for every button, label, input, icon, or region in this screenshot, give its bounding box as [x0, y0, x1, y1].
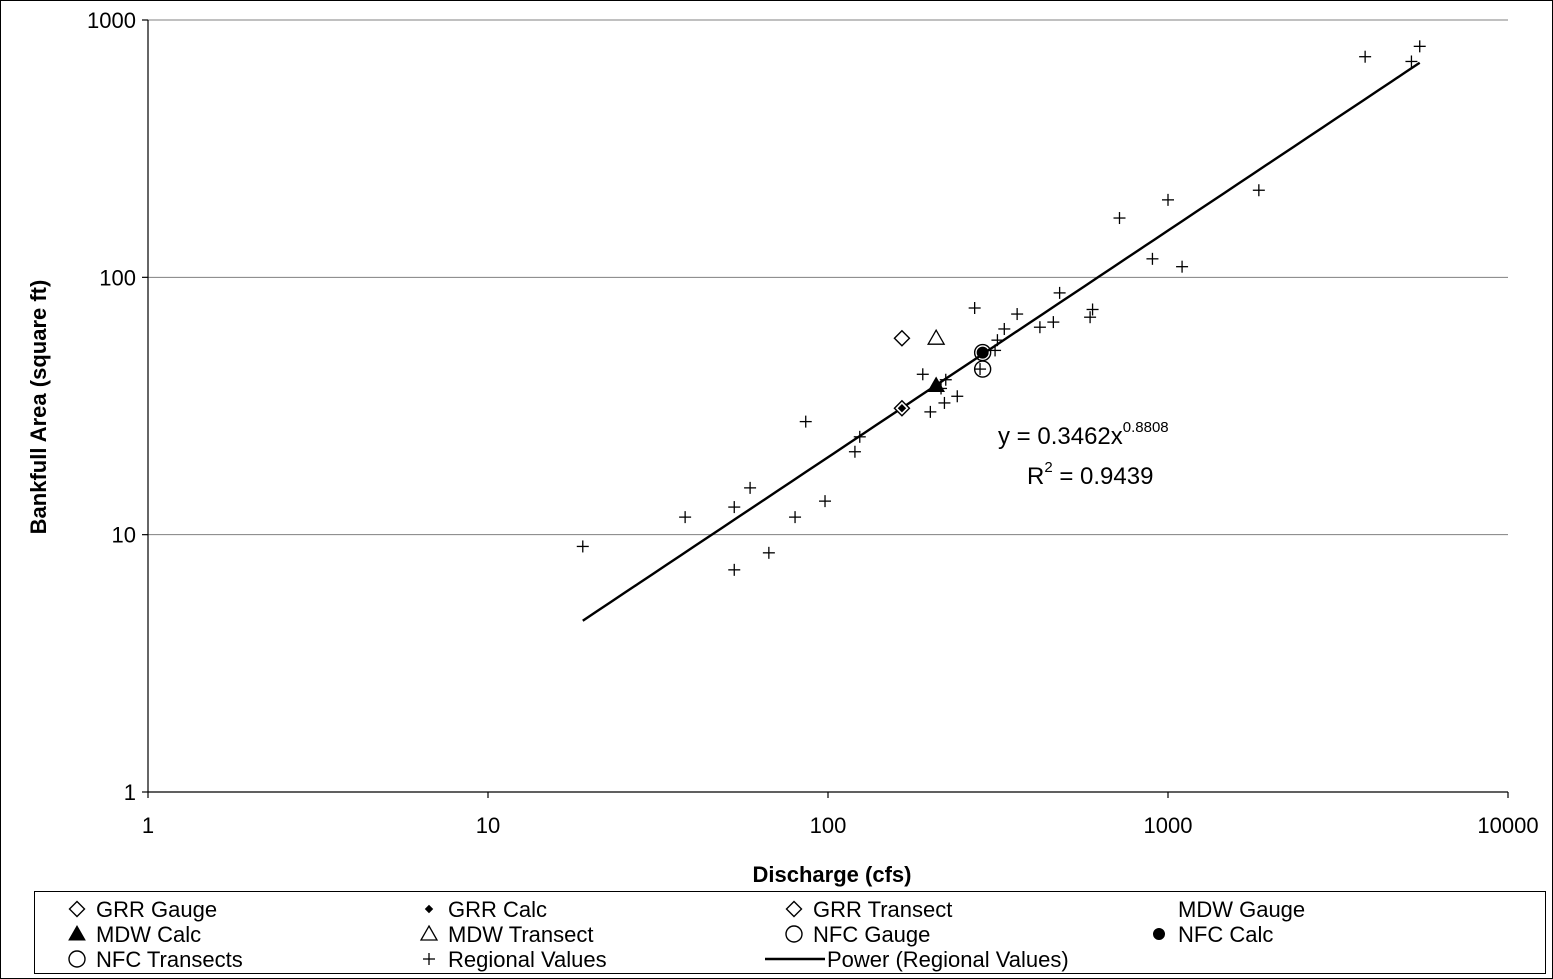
legend-label-grr-gauge: GRR Gauge — [96, 897, 217, 922]
x-tick-label: 1000 — [1144, 813, 1193, 838]
point-regional-values — [1413, 40, 1426, 53]
legend-label-power-regional-values-: Power (Regional Values) — [827, 947, 1069, 972]
point-regional-values — [1086, 303, 1099, 316]
point-regional-values — [951, 390, 964, 403]
legend-marker-nfc-gauge — [785, 925, 803, 943]
legend-label-mdw-gauge: MDW Gauge — [1178, 897, 1305, 922]
y-tick-label: 100 — [99, 265, 136, 290]
point-regional-values — [1053, 286, 1066, 299]
point-regional-values — [1162, 193, 1174, 206]
trendline — [582, 61, 1421, 622]
legend-marker-regional-values — [423, 953, 435, 965]
legend-label-regional-values: Regional Values — [448, 947, 607, 972]
point-regional-values — [1252, 184, 1265, 197]
legend-label-mdw-calc: MDW Calc — [96, 922, 201, 947]
point-regional-values — [991, 334, 1004, 347]
point-regional-values — [728, 563, 741, 576]
point-grr-calc — [897, 404, 907, 413]
legend-marker-nfc-transects — [68, 950, 86, 968]
x-tick-label: 1 — [142, 813, 154, 838]
point-nfc-gauge — [973, 343, 992, 362]
point-regional-values — [789, 511, 802, 524]
point-grr-gauge — [893, 329, 911, 347]
point-regional-values — [1084, 311, 1097, 324]
x-tick-label: 100 — [810, 813, 847, 838]
legend-marker-grr-gauge — [68, 900, 86, 918]
point-regional-values — [974, 363, 987, 376]
legend-marker-grr-calc — [424, 904, 434, 914]
y-tick-label: 1 — [124, 780, 136, 805]
axes — [142, 19, 1509, 798]
point-regional-values — [1113, 212, 1126, 225]
point-regional-values — [1359, 50, 1372, 63]
point-regional-values — [1176, 260, 1189, 273]
point-regional-values — [916, 368, 929, 381]
equation-exponent: 0.8808 — [1123, 419, 1169, 436]
y-tick-label: 10 — [112, 523, 136, 548]
data-points — [576, 40, 1426, 576]
equation-label: y = 0.3462x0.8808 — [998, 419, 1169, 450]
legend-marker-grr-transect — [785, 900, 803, 918]
point-regional-values — [1033, 321, 1046, 334]
equation-main: y = 0.3462x — [998, 423, 1123, 450]
point-regional-values — [853, 430, 866, 443]
point-regional-values — [924, 405, 937, 418]
legend-label-mdw-transect: MDW Transect — [448, 922, 593, 947]
point-regional-values — [762, 546, 775, 559]
r-squared-label: R2 = 0.9439 — [1027, 459, 1153, 490]
point-regional-values — [1047, 316, 1060, 329]
x-tick-label: 10 — [476, 813, 500, 838]
point-regional-values — [819, 495, 832, 508]
point-mdw-calc — [927, 376, 946, 392]
point-regional-values — [1011, 308, 1024, 321]
point-regional-values — [968, 302, 981, 315]
point-regional-values — [1405, 55, 1418, 68]
legend-box — [34, 891, 1546, 974]
point-regional-values — [938, 396, 951, 409]
point-regional-values — [799, 415, 812, 428]
legend-label-nfc-calc: NFC Calc — [1178, 922, 1273, 947]
legend-label-grr-transect: GRR Transect — [813, 897, 952, 922]
point-regional-values — [998, 322, 1011, 335]
point-nfc-calc — [976, 346, 989, 359]
legend-marker-nfc-calc — [1153, 928, 1165, 940]
legend-marker-mdw-transect — [419, 924, 439, 941]
point-regional-values — [744, 481, 757, 494]
x-axis-title: Discharge (cfs) — [753, 862, 912, 887]
legend-label-nfc-transects: NFC Transects — [96, 947, 243, 972]
point-regional-values — [939, 373, 952, 386]
r-squared-sup: 2 — [1044, 459, 1052, 476]
gridlines — [148, 19, 1508, 536]
point-regional-values — [1146, 252, 1159, 265]
point-regional-values — [848, 445, 861, 458]
y-axis-title: Bankfull Area (square ft) — [26, 280, 51, 535]
point-regional-values — [679, 511, 692, 524]
tick-labels: 1 10 100 1000 1 10 100 1000 10000 — [87, 8, 1539, 838]
y-tick-label: 1000 — [87, 8, 136, 33]
legend-label-nfc-gauge: NFC Gauge — [813, 922, 930, 947]
legend-label-grr-calc: GRR Calc — [448, 897, 547, 922]
r-squared-value: = 0.9439 — [1053, 463, 1154, 490]
point-regional-values — [576, 540, 589, 553]
point-regional-values — [728, 501, 741, 514]
legend-marker-mdw-calc — [68, 924, 86, 941]
legend-items: GRR Gauge GRR Calc GRR Transect MDW Gauge MD… — [68, 897, 1305, 972]
legend: GRR Gauge GRR Calc GRR Transect MDW Gauge MD… — [34, 891, 1546, 974]
point-mdw-transect — [927, 328, 946, 345]
x-tick-label: 10000 — [1477, 813, 1538, 838]
r-squared-r: R — [1027, 463, 1044, 490]
trendline-group — [582, 61, 1421, 622]
